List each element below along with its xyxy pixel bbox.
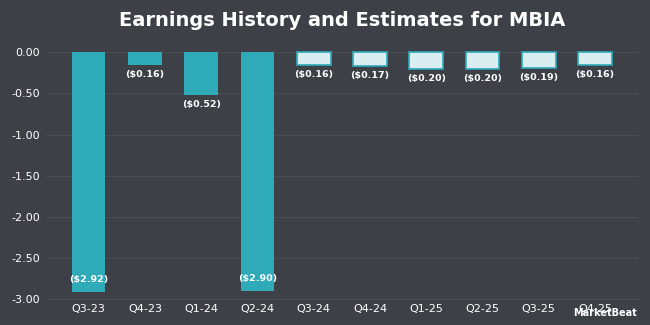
Text: ($0.16): ($0.16)	[125, 71, 164, 79]
Text: MarketBeat: MarketBeat	[573, 308, 637, 318]
Text: ($0.17): ($0.17)	[350, 71, 389, 80]
Bar	[72, 52, 105, 292]
Bar	[465, 52, 499, 69]
Text: ($0.16): ($0.16)	[575, 71, 614, 79]
Text: ($0.52): ($0.52)	[181, 100, 220, 109]
Text: ($2.92): ($2.92)	[69, 275, 109, 284]
Bar	[522, 52, 556, 68]
Text: ($0.16): ($0.16)	[294, 71, 333, 79]
Bar	[353, 52, 387, 66]
Bar	[578, 52, 612, 66]
Bar	[240, 52, 274, 291]
Title: Earnings History and Estimates for MBIA: Earnings History and Estimates for MBIA	[118, 11, 565, 30]
Bar	[410, 52, 443, 69]
Bar	[128, 52, 162, 66]
Bar	[297, 52, 331, 66]
Text: ($0.19): ($0.19)	[519, 73, 558, 82]
Text: ($0.20): ($0.20)	[407, 74, 446, 83]
Bar	[184, 52, 218, 95]
Text: ($0.20): ($0.20)	[463, 74, 502, 83]
Text: ($2.90): ($2.90)	[238, 274, 277, 282]
